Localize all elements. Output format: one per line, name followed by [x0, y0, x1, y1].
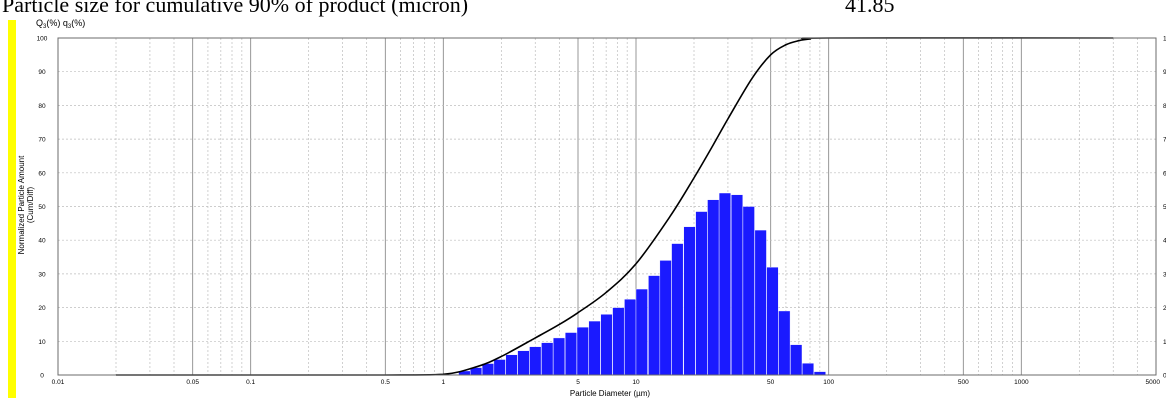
x-tick-label: 50 — [767, 379, 775, 386]
plot-frame — [57, 37, 1157, 376]
histogram-bar — [541, 342, 554, 376]
y-axis-top-label: Q3(%) q3(%) — [36, 18, 85, 30]
caption-text: Particle size for cumulative 90% of prod… — [2, 0, 895, 18]
x-tick-labels: 0.01 0.05 0.1 0.5 1 5 10 50 100 500 1000 5000 — [52, 379, 1161, 386]
histogram-bar — [790, 344, 803, 376]
histogram-bar — [683, 226, 696, 376]
right-tick-label: 6 — [1163, 170, 1166, 177]
histogram-bar — [505, 354, 518, 376]
histogram-bar — [802, 363, 814, 376]
right-tick-label: 0 — [1163, 373, 1166, 380]
histogram-bar — [813, 371, 826, 376]
right-tick-label: 9 — [1163, 69, 1166, 76]
x-tick-label: 0.01 — [52, 379, 65, 386]
y-axis-label-unit: (Cum/Diff) — [26, 187, 35, 224]
histogram-bar — [766, 266, 779, 376]
histogram-bar — [612, 307, 625, 376]
x-tick-label: 500 — [958, 379, 969, 386]
right-tick-label: 1 — [1163, 339, 1166, 346]
histogram-bar — [742, 206, 755, 376]
histogram-bar — [648, 275, 661, 376]
y-tick-label: 80 — [38, 103, 46, 110]
x-tick-label: 5000 — [1146, 379, 1161, 386]
histogram-bar — [718, 192, 731, 376]
histogram-bar — [707, 199, 720, 376]
right-tick-label: 5 — [1163, 204, 1166, 211]
histogram-bar — [624, 298, 637, 376]
frequency-bars — [446, 192, 826, 376]
right-tick-label: 3 — [1163, 271, 1166, 278]
right-tick-label: 8 — [1163, 103, 1166, 110]
histogram-bar — [588, 320, 601, 376]
x-axis-label: Particle Diameter (µm) — [570, 389, 651, 398]
histogram-bar — [564, 332, 577, 376]
histogram-bar — [481, 363, 494, 376]
histogram-bar — [493, 359, 506, 376]
right-tick-label: 4 — [1163, 238, 1166, 245]
histogram-bar — [576, 326, 589, 376]
y-tick-label: 60 — [38, 170, 46, 177]
histogram-bar — [754, 229, 767, 376]
right-tick-labels: 0 1 2 3 4 5 6 7 8 9 10 — [1163, 36, 1166, 380]
y-tick-label: 70 — [38, 137, 46, 144]
y-tick-label: 10 — [38, 339, 46, 346]
right-tick-label: 10 — [1163, 36, 1166, 43]
y-tick-label: 20 — [38, 305, 46, 312]
y-tick-label: 100 — [37, 36, 48, 43]
x-tick-label: 1000 — [1014, 379, 1029, 386]
y-tick-label: 0 — [40, 373, 44, 380]
y-axis-label: Normalized Particle Amount — [17, 155, 26, 254]
x-tick-label: 0.1 — [246, 379, 255, 386]
x-tick-label: 5 — [576, 379, 580, 386]
caption-label: Particle size for cumulative 90% of prod… — [2, 0, 469, 17]
right-tick-label: 2 — [1163, 305, 1166, 312]
histogram-bar — [529, 346, 542, 376]
histogram-bar — [553, 337, 566, 376]
grid — [57, 37, 1157, 376]
y-tick-label: 40 — [38, 238, 46, 245]
caption-value: 41.85 — [845, 0, 895, 17]
cumulative-curve — [115, 37, 1114, 376]
histogram-bar — [731, 194, 743, 376]
histogram-bar — [778, 310, 791, 376]
histogram-bar — [659, 260, 672, 376]
y-tick-labels: 0 10 20 30 40 50 60 70 80 90 100 — [37, 36, 48, 380]
histogram-bar — [635, 288, 648, 376]
right-tick-label: 7 — [1163, 137, 1166, 144]
y-tick-label: 50 — [38, 204, 46, 211]
histogram-bar — [517, 350, 530, 376]
y-tick-label: 30 — [38, 271, 46, 278]
accent-bar — [8, 20, 16, 398]
histogram-bar — [671, 243, 684, 376]
x-tick-label: 1 — [442, 379, 446, 386]
x-tick-label: 10 — [632, 379, 640, 386]
histogram-bar — [695, 211, 708, 376]
y-tick-label: 90 — [38, 69, 46, 76]
x-tick-label: 100 — [823, 379, 834, 386]
x-tick-label: 0.05 — [186, 379, 199, 386]
x-tick-label: 0.5 — [381, 379, 390, 386]
histogram-bar — [600, 314, 613, 376]
